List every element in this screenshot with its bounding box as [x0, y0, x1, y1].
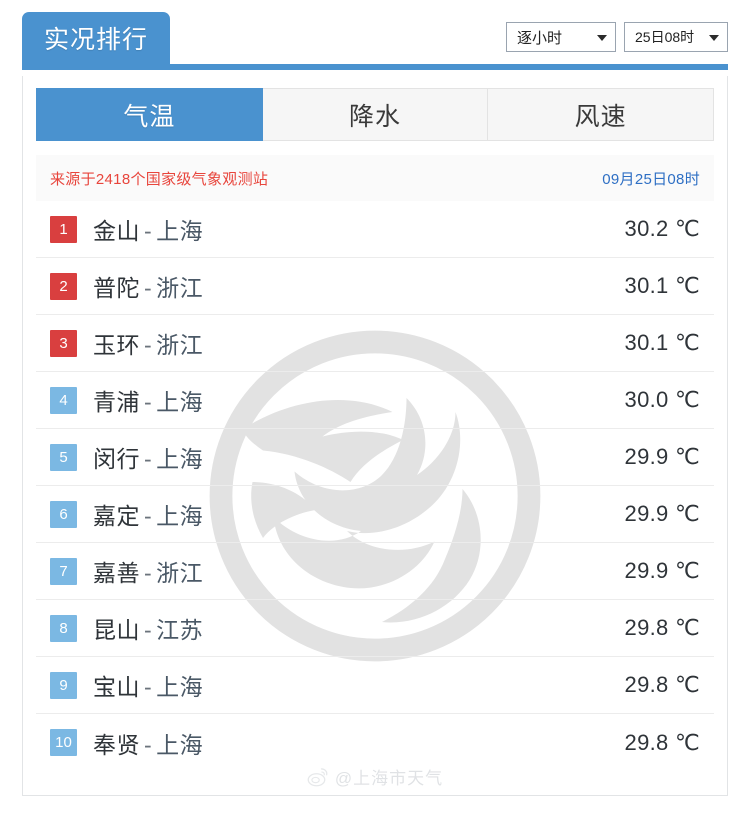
table-row[interactable]: 8 昆山 - 江苏 29.8 ℃ [36, 600, 714, 657]
station-label: 闵行 - 上海 [93, 440, 580, 474]
province-name: 上海 [156, 731, 204, 758]
table-row[interactable]: 4 青浦 - 上海 30.0 ℃ [36, 372, 714, 429]
interval-select-value: 逐小时 [517, 29, 563, 47]
name-separator: - [144, 446, 153, 472]
page-title: 实况排行 [22, 12, 170, 64]
name-separator: - [144, 731, 153, 758]
province-name: 上海 [156, 674, 204, 700]
header-controls: 逐小时 25日08时 [506, 22, 728, 52]
name-separator: - [144, 503, 153, 529]
ranking-list: 1 金山 - 上海 30.2 ℃ 2 普陀 - 浙江 30.1 ℃ 3 玉环 - 浙江 30… [36, 201, 714, 771]
tab-temperature[interactable]: 气温 [36, 88, 263, 141]
station-name: 奉贤 [93, 731, 140, 758]
province-name: 浙江 [156, 332, 204, 358]
rank-badge: 10 [50, 729, 77, 756]
name-separator: - [144, 560, 153, 586]
chevron-down-icon [709, 35, 719, 41]
temperature-value: 30.1 ℃ [624, 330, 700, 355]
station-name: 宝山 [93, 674, 140, 700]
station-name: 玉环 [93, 332, 140, 358]
table-row[interactable]: 10 奉贤 - 上海 29.8 ℃ [36, 714, 714, 771]
station-label: 嘉定 - 上海 [93, 497, 580, 531]
temperature-value: 30.0 ℃ [624, 387, 700, 412]
table-row[interactable]: 1 金山 - 上海 30.2 ℃ [36, 201, 714, 258]
widget-header: 实况排行 逐小时 25日08时 [0, 0, 750, 70]
name-separator: - [144, 275, 153, 301]
table-row[interactable]: 9 宝山 - 上海 29.8 ℃ [36, 657, 714, 714]
station-label: 青浦 - 上海 [93, 383, 580, 417]
tab-windspeed[interactable]: 风速 [488, 88, 715, 141]
station-label: 奉贤 - 上海 [93, 726, 580, 760]
station-label: 玉环 - 浙江 [93, 326, 580, 360]
station-name: 普陀 [93, 275, 140, 301]
rank-badge: 3 [50, 329, 77, 357]
station-name: 金山 [93, 218, 140, 244]
name-separator: - [144, 617, 153, 643]
station-label: 昆山 - 江苏 [93, 611, 580, 645]
category-tabs: 气温 降水 风速 [36, 88, 715, 141]
temperature-value: 29.8 ℃ [624, 672, 700, 697]
rank-badge: 8 [50, 614, 77, 642]
table-row[interactable]: 5 闵行 - 上海 29.9 ℃ [36, 429, 714, 486]
province-name: 上海 [156, 446, 204, 472]
chevron-down-icon [597, 35, 607, 41]
station-label: 嘉善 - 浙江 [93, 554, 580, 588]
tab-precipitation[interactable]: 降水 [262, 88, 489, 141]
source-timestamp: 09月25日08时 [602, 170, 700, 188]
station-name: 嘉善 [93, 560, 140, 586]
time-select[interactable]: 25日08时 [624, 22, 728, 52]
source-row: 来源于2418个国家级气象观测站 09月25日08时 [36, 155, 714, 201]
temperature-value: 29.9 ℃ [624, 501, 700, 526]
rank-badge: 1 [50, 215, 77, 243]
province-name: 上海 [156, 218, 204, 244]
table-row[interactable]: 3 玉环 - 浙江 30.1 ℃ [36, 315, 714, 372]
table-row[interactable]: 2 普陀 - 浙江 30.1 ℃ [36, 258, 714, 315]
station-label: 宝山 - 上海 [93, 668, 580, 702]
station-name: 闵行 [93, 446, 140, 472]
rank-badge: 4 [50, 386, 77, 414]
province-name: 上海 [156, 389, 204, 415]
station-name: 嘉定 [93, 503, 140, 529]
station-name: 昆山 [93, 617, 140, 643]
table-row[interactable]: 6 嘉定 - 上海 29.9 ℃ [36, 486, 714, 543]
temperature-value: 29.9 ℃ [624, 558, 700, 583]
province-name: 上海 [156, 503, 204, 529]
temperature-value: 29.8 ℃ [624, 729, 700, 755]
source-text: 来源于2418个国家级气象观测站 [50, 170, 269, 188]
rank-badge: 5 [50, 443, 77, 471]
ranking-card: 气温 降水 风速 来源于2418个国家级气象观测站 09月25日08时 1 金山… [22, 76, 728, 796]
temperature-value: 29.9 ℃ [624, 444, 700, 469]
rank-badge: 7 [50, 557, 77, 585]
rank-badge: 6 [50, 500, 77, 528]
name-separator: - [144, 674, 153, 700]
province-name: 浙江 [156, 275, 204, 301]
header-underline [22, 64, 728, 70]
station-name: 青浦 [93, 389, 140, 415]
interval-select[interactable]: 逐小时 [506, 22, 616, 52]
rank-badge: 2 [50, 272, 77, 300]
province-name: 浙江 [156, 560, 204, 586]
table-row[interactable]: 7 嘉善 - 浙江 29.9 ℃ [36, 543, 714, 600]
name-separator: - [144, 389, 153, 415]
time-select-value: 25日08时 [635, 29, 695, 45]
rank-badge: 9 [50, 671, 77, 699]
name-separator: - [144, 332, 153, 358]
temperature-value: 29.8 ℃ [624, 615, 700, 640]
name-separator: - [144, 218, 153, 244]
station-label: 金山 - 上海 [93, 212, 580, 246]
temperature-value: 30.2 ℃ [624, 216, 700, 241]
station-label: 普陀 - 浙江 [93, 269, 580, 303]
temperature-value: 30.1 ℃ [624, 273, 700, 298]
province-name: 江苏 [156, 617, 204, 643]
